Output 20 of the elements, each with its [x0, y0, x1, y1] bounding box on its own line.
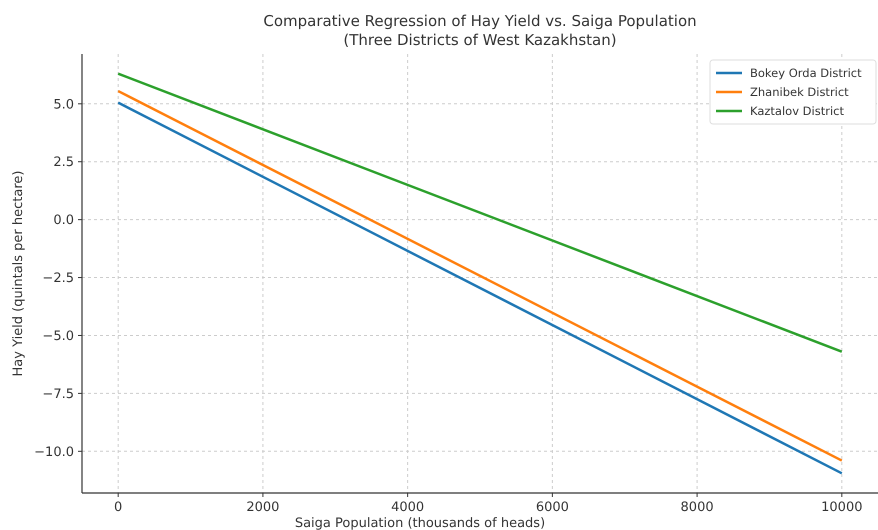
chart-subtitle: (Three Districts of West Kazakhstan)	[343, 31, 617, 49]
y-tick-label: −5.0	[42, 328, 74, 344]
y-tick-label: −10.0	[34, 444, 74, 460]
y-axis-title: Hay Yield (quintals per hectare)	[11, 170, 26, 376]
x-axis-title: Saiga Population (thousands of heads)	[294, 516, 546, 530]
legend-label: Zhanibek District	[750, 85, 850, 99]
y-tick-label: 5.0	[53, 97, 74, 112]
legend-label: Bokey Orda District	[750, 66, 862, 80]
y-tick-label: 0.0	[53, 213, 74, 228]
x-tick-label: 4000	[391, 500, 424, 515]
x-tick-label: 10000	[821, 500, 862, 515]
legend-label: Kaztalov District	[750, 104, 844, 118]
y-tick-label: −7.5	[42, 386, 74, 402]
x-tick-label: 8000	[680, 500, 714, 515]
chart-title: Comparative Regression of Hay Yield vs. Saiga Population	[263, 12, 697, 30]
y-tick-label: 2.5	[53, 155, 74, 170]
y-tick-label: −2.5	[42, 271, 74, 286]
x-tick-label: 2000	[246, 500, 280, 515]
x-tick-label: 6000	[536, 500, 569, 515]
x-tick-label: 0	[114, 500, 122, 515]
